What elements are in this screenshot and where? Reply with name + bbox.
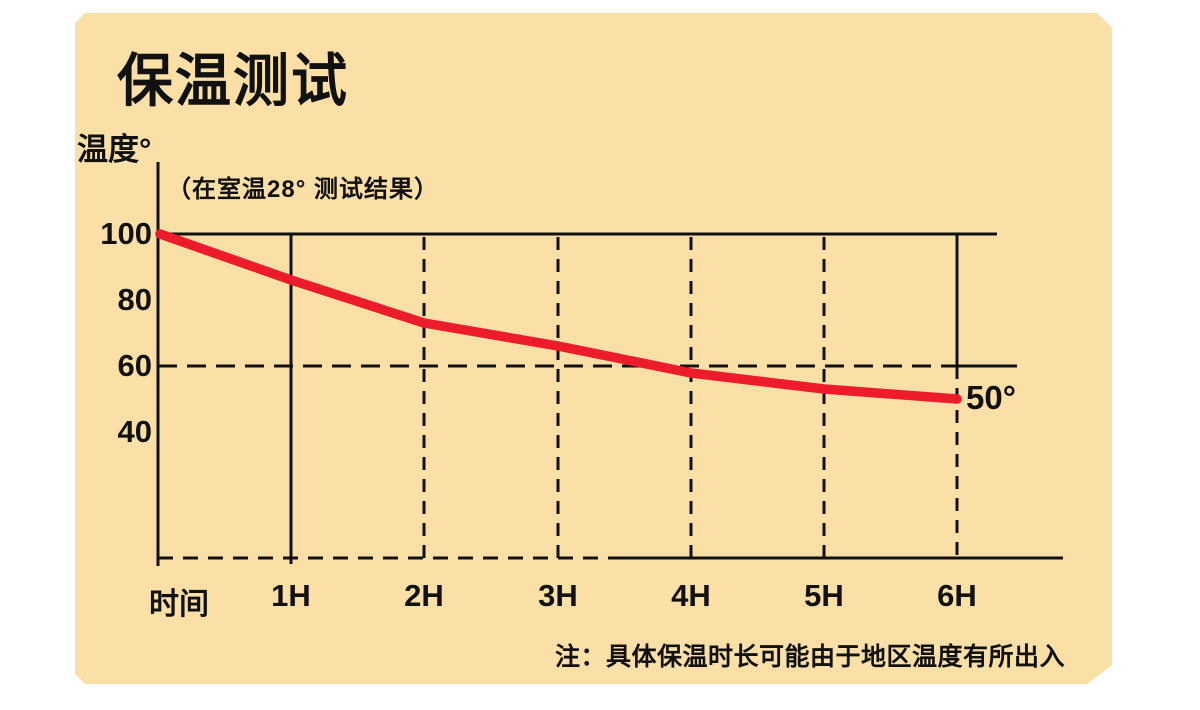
x-axis-label: 时间 [149,588,209,621]
y-tick-label: 80 [117,282,152,317]
chart-subtitle: （在室温28° 测试结果） [167,176,439,203]
y-tick-label: 60 [117,348,152,383]
x-tick-label: 5H [804,578,844,613]
x-tick-label: 3H [538,578,578,613]
x-tick-label: 2H [404,578,444,613]
x-tick-label: 6H [937,578,977,613]
footnote: 注：具体保温时长可能由于地区温度有所出入 [554,643,1065,671]
y-tick-label: 100 [100,216,152,251]
y-tick-label: 40 [117,414,152,449]
page-title: 保温测试 [117,48,349,113]
x-tick-label: 4H [671,578,711,613]
y-axis-label: 温度° [77,132,152,167]
x-tick-label: 1H [271,578,311,613]
end-value-annotation: 50° [966,379,1016,416]
